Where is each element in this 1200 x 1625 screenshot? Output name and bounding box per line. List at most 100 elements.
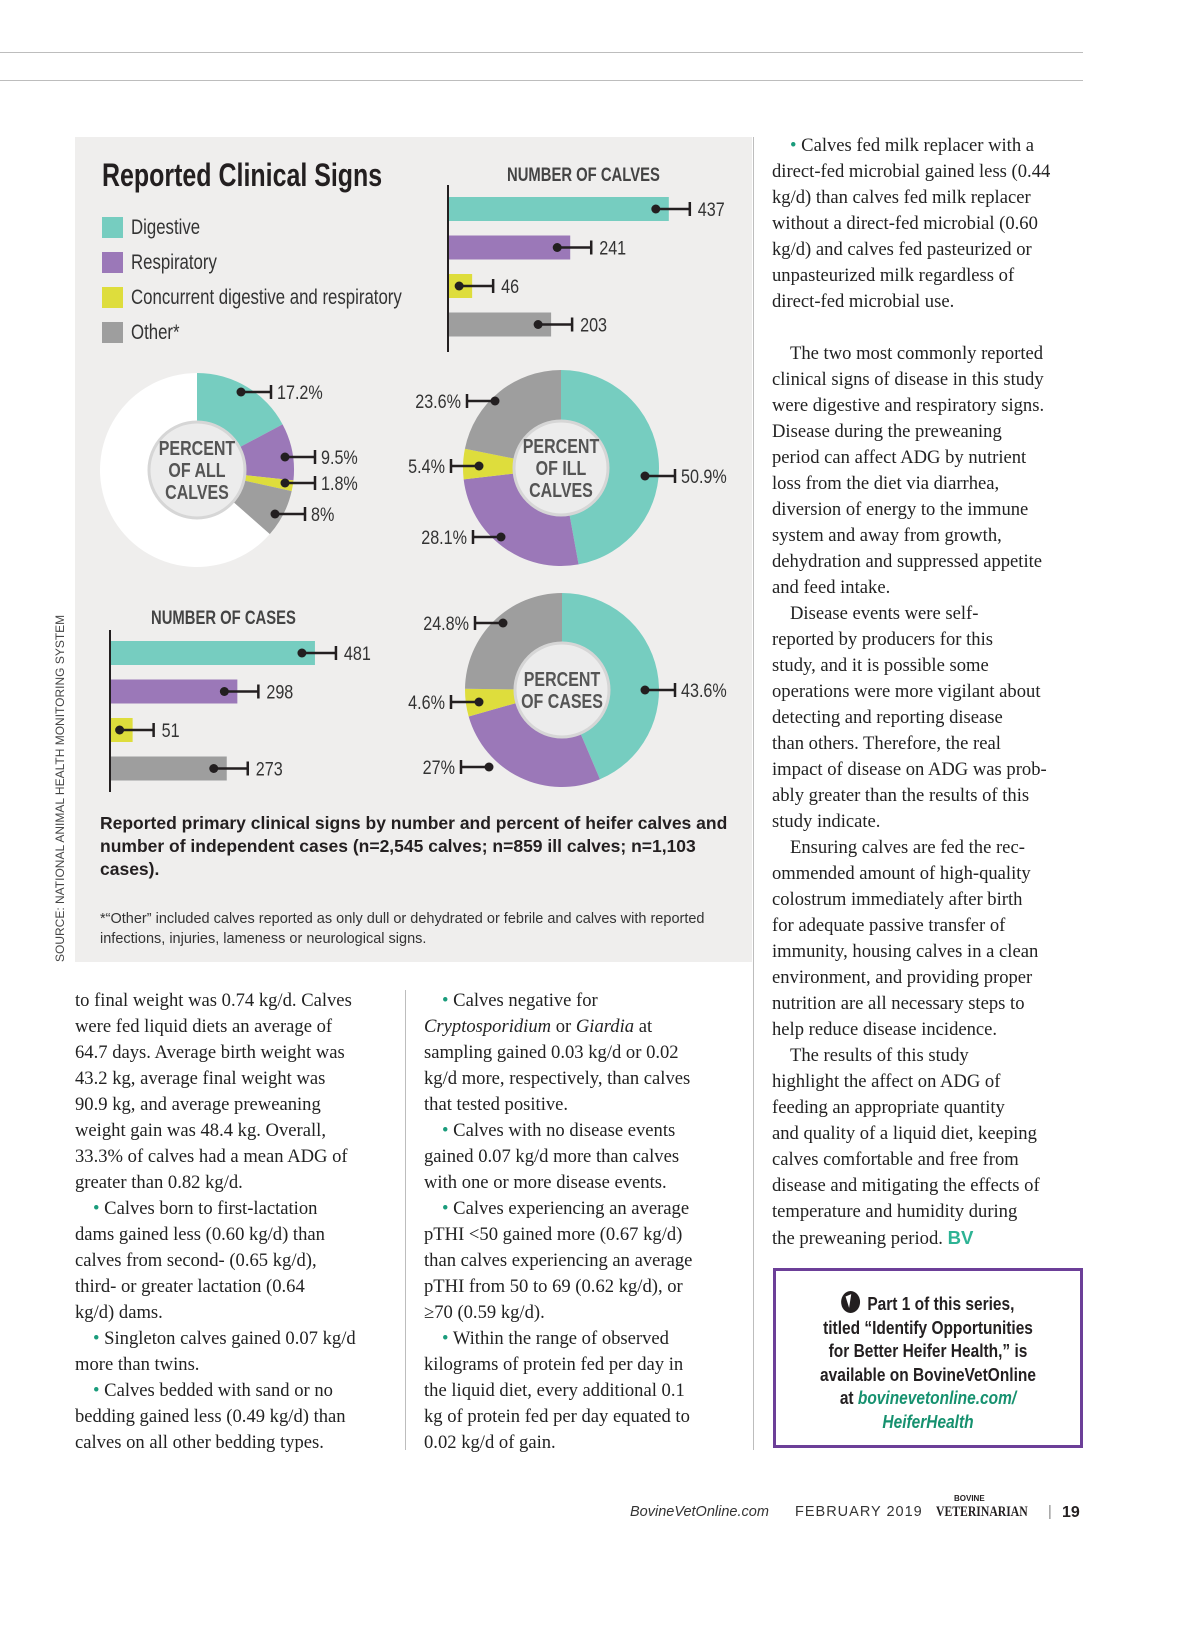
text-run: environment, and providing proper [772, 967, 1033, 988]
text-line: 90.9 kg, and average preweaning [75, 1092, 356, 1118]
text-line: calves comfortable and free from [772, 1147, 1050, 1173]
bullet-icon: • [442, 1120, 454, 1141]
text-run: clinical signs of disease in this study [772, 369, 1044, 390]
text-run: were fed liquid diets an average of [75, 1016, 333, 1037]
text-run: nutrition are all necessary steps to [772, 993, 1025, 1014]
bullet-icon: • [790, 135, 802, 156]
donut-value-label: 24.8% [423, 613, 469, 635]
text-line: • Singleton calves gained 0.07 kg/d [75, 1326, 356, 1352]
text-line: for adequate passive transfer of [772, 913, 1050, 939]
donut-center [513, 641, 611, 739]
magazine-logo: BOVINE VETERINARIAN [936, 1495, 1040, 1526]
text-line: 33.3% of calves had a mean ADG of [75, 1144, 356, 1170]
text-run: ≥70 (0.59 kg/d). [424, 1302, 545, 1323]
text-line: kg/d more, respectively, than calves [424, 1066, 692, 1092]
text-run: without a direct-fed microbial (0.60 [772, 213, 1038, 234]
text-line: operations were more vigilant about [772, 679, 1050, 705]
text-run: pTHI from 50 to 69 (0.62 kg/d), or [424, 1276, 683, 1297]
bullet-icon: • [93, 1198, 105, 1219]
article-column-2: • Calves negative for Cryptosporidium or … [424, 988, 692, 1456]
text-line: help reduce disease incidence. [772, 1017, 1050, 1043]
chart-title-number-of-calves: NUMBER OF CALVES [507, 165, 660, 186]
text-run: kg/d) and calves fed pasteurized or [772, 239, 1032, 260]
bullet-icon: • [442, 1328, 453, 1349]
text-line: detecting and reporting disease [772, 705, 1050, 731]
donut-value-label: 5.4% [408, 456, 445, 478]
legend-label: Concurrent digestive and respiratory [131, 286, 402, 309]
text-run: operations were more vigilant about [772, 681, 1041, 702]
article-column-1: to final weight was 0.74 kg/d. Calves wer… [75, 988, 356, 1456]
donut-slice [197, 373, 283, 448]
text-run: kilograms of protein fed per day in [424, 1354, 684, 1375]
text-run: greater than 0.82 kg/d. [75, 1172, 243, 1193]
text-run: system and away from growth, [772, 525, 1002, 546]
text-run: ably greater than the results of this [772, 785, 1030, 806]
bar-value-label: 241 [599, 237, 626, 259]
donut-center-label: CALVES [165, 481, 229, 503]
bullet-icon: • [93, 1328, 105, 1349]
text-line: clinical signs of disease in this study [772, 367, 1050, 393]
callout-line: Part 1 of this series, [867, 1294, 1015, 1314]
callout-line: available on BovineVetOnline [820, 1364, 1036, 1385]
text-run: immunity, housing calves in a clean [772, 941, 1039, 962]
text-line: kg/d) and calves fed pasteurized or [772, 237, 1050, 263]
text-line: nutrition are all necessary steps to [772, 991, 1050, 1017]
text-line: diversion of energy to the immune [772, 497, 1050, 523]
heifer-health-link[interactable]: bovinevetonline.com/ [857, 1388, 1017, 1408]
text-line: gained 0.07 kg/d more than calves [424, 1144, 692, 1170]
text-line: disease and mitigating the effects of [772, 1173, 1050, 1199]
text-run: 33.3% of calves had a mean ADG of [75, 1146, 348, 1167]
legend-swatch [102, 287, 123, 308]
bar-value-label: 273 [256, 758, 283, 780]
donut-slice [562, 593, 660, 780]
header-rule [0, 52, 1083, 53]
bullet-icon: • [442, 1198, 454, 1219]
legend-swatch [102, 252, 123, 273]
text-run: kg/d) dams. [75, 1302, 163, 1323]
text-run: the preweaning period. [772, 1228, 943, 1249]
text-run: dams gained less (0.60 kg/d) than [75, 1224, 325, 1245]
text-run: disease and mitigating the effects of [772, 1175, 1040, 1196]
text-run: and quality of a liquid diet, keeping [772, 1123, 1037, 1144]
text-line: than calves experiencing an average [424, 1248, 692, 1274]
donut-value-label: 4.6% [408, 692, 445, 714]
text-run: direct-fed microbial gained less (0.44 [772, 161, 1051, 182]
text-run: Within the range of observed [452, 1328, 669, 1349]
text-run: unpasteurized milk regardless of [772, 265, 1015, 286]
column-divider [405, 990, 406, 1450]
text-line: sampling gained 0.03 kg/d or 0.02 [424, 1040, 692, 1066]
bar-value-label: 298 [266, 681, 293, 703]
donut-value-label: 28.1% [421, 527, 467, 549]
donut-center [512, 419, 610, 517]
heifer-health-link[interactable]: HeiferHealth [882, 1411, 974, 1432]
text-line: • Calves born to first-lactation [75, 1196, 356, 1222]
text-run: study indicate. [772, 811, 881, 832]
text-line: colostrum immediately after birth [772, 887, 1050, 913]
text-run: Disease during the preweaning [772, 421, 1002, 442]
text-line: the preweaning period. BV [772, 1225, 1050, 1251]
text-run: diversion of energy to the immune [772, 499, 1029, 520]
text-run: 0.02 kg/d of gain. [424, 1432, 556, 1453]
text-run: at [634, 1016, 653, 1037]
text-line: third- or greater lactation (0.64 [75, 1274, 356, 1300]
donut-value-label: 9.5% [321, 447, 358, 469]
text-line: ably greater than the results of this [772, 783, 1050, 809]
text-run: Calves negative for [453, 990, 598, 1011]
logo-text: VETERINARIAN [936, 1504, 1028, 1520]
donut-center-label: OF CASES [521, 690, 603, 712]
text-run: for adequate passive transfer of [772, 915, 1006, 936]
text-line: direct-fed microbial use. [772, 289, 1050, 315]
text-line: weight gain was 48.4 kg. Overall, [75, 1118, 356, 1144]
text-line: ommended amount of high-quality [772, 861, 1050, 887]
text-run: kg/d) than calves fed milk replacer [772, 187, 1031, 208]
text-line: Ensuring calves are fed the rec- [772, 835, 1050, 861]
text-line: reported by producers for this [772, 627, 1050, 653]
text-run: feeding an appropriate quantity [772, 1097, 1005, 1118]
text-line: • Calves experiencing an average [424, 1196, 692, 1222]
text-run: Ensuring calves are fed the rec- [790, 837, 1025, 858]
donut-value-label: 23.6% [415, 391, 461, 413]
donut-center-label: PERCENT [159, 437, 235, 459]
donut-center-label: PERCENT [524, 668, 600, 690]
text-line: calves on all other bedding types. [75, 1430, 356, 1456]
text-run: temperature and humidity during [772, 1201, 1018, 1222]
